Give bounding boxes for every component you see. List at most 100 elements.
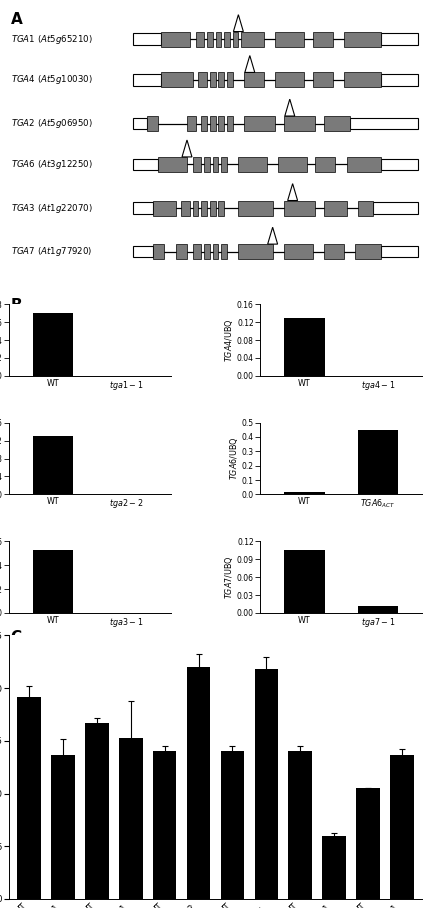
Bar [254,669,278,899]
Bar [323,244,343,259]
Bar [238,201,272,215]
Bar [33,549,73,613]
Bar [132,118,147,129]
Bar [372,202,417,213]
Bar [152,244,164,259]
Polygon shape [284,99,294,116]
Bar [238,244,272,259]
Bar [243,116,275,131]
Bar [312,32,332,46]
Bar [198,73,206,87]
Bar [192,157,201,172]
Bar [224,32,229,46]
Bar [187,116,195,131]
Bar [152,201,175,215]
Bar [221,244,227,259]
Bar [201,116,206,131]
Bar [220,752,244,899]
Y-axis label: $\it{TGA7}$/UBQ: $\it{TGA7}$/UBQ [223,556,235,599]
Text: $\it{TGA1}$ $\it{(At5g65210)}$: $\it{TGA1}$ $\it{(At5g65210)}$ [11,33,92,45]
Bar [85,723,108,899]
Bar [243,73,264,87]
Text: A: A [11,12,22,27]
Bar [218,116,224,131]
Bar [209,201,215,215]
Bar [355,244,380,259]
Bar [343,73,380,87]
Text: $\it{TGA4}$ $\it{(At5g10030)}$: $\it{TGA4}$ $\it{(At5g10030)}$ [11,74,92,86]
Bar [195,32,204,46]
Bar [147,116,158,131]
Polygon shape [287,183,297,201]
Polygon shape [244,55,254,73]
Polygon shape [181,140,191,157]
Bar [380,74,417,85]
Bar [315,157,335,172]
Text: B: B [11,298,22,313]
Bar [212,157,218,172]
Bar [283,491,324,495]
Bar [132,74,161,85]
Bar [221,157,227,172]
Bar [356,788,379,899]
Bar [161,73,192,87]
Bar [283,201,315,215]
Bar [175,244,187,259]
Bar [152,752,176,899]
Bar [17,696,41,899]
Bar [181,201,189,215]
Bar [357,606,397,613]
Bar [192,244,201,259]
Bar [275,73,303,87]
Bar [357,201,372,215]
Bar [51,755,74,899]
Polygon shape [233,15,243,32]
Bar [283,318,324,376]
Text: C: C [11,630,22,646]
Bar [288,752,311,899]
Bar [312,73,332,87]
Bar [389,755,413,899]
Y-axis label: $\it{TGA4}$/UBQ: $\it{TGA4}$/UBQ [223,318,235,361]
Bar [161,32,189,46]
Polygon shape [267,227,277,244]
Bar [218,73,224,87]
Bar [201,201,206,215]
Bar [215,32,221,46]
Bar [283,244,312,259]
Bar [238,157,266,172]
Bar [343,32,380,46]
Bar [380,159,417,170]
Bar [204,157,209,172]
Bar [209,73,215,87]
Bar [119,737,142,899]
Bar [227,73,232,87]
Bar [232,32,238,46]
Text: $\it{TGA7}$ $\it{(At1g77920)}$: $\it{TGA7}$ $\it{(At1g77920)}$ [11,245,92,258]
Bar [283,550,324,613]
Bar [206,32,212,46]
Bar [349,118,417,129]
Bar [186,667,210,899]
Bar [227,116,232,131]
Bar [204,244,209,259]
Y-axis label: $\it{TGA6}$/UBQ: $\it{TGA6}$/UBQ [228,437,240,480]
Bar [380,246,417,257]
Bar [33,313,73,376]
Text: $\it{TGA6}$ $\it{(At3g12250)}$: $\it{TGA6}$ $\it{(At3g12250)}$ [11,158,92,171]
Bar [132,202,152,213]
Bar [322,835,345,899]
Text: $\it{TGA2}$ $\it{(At5g06950)}$: $\it{TGA2}$ $\it{(At5g06950)}$ [11,117,92,130]
Bar [275,32,303,46]
Bar [212,244,218,259]
Bar [209,116,215,131]
Text: $\it{TGA3}$ $\it{(At1g22070)}$: $\it{TGA3}$ $\it{(At1g22070)}$ [11,202,92,214]
Bar [283,116,315,131]
Bar [380,34,417,44]
Bar [132,34,161,44]
Bar [132,246,152,257]
Bar [278,157,306,172]
Bar [192,201,198,215]
Bar [33,436,73,495]
Bar [357,429,397,495]
